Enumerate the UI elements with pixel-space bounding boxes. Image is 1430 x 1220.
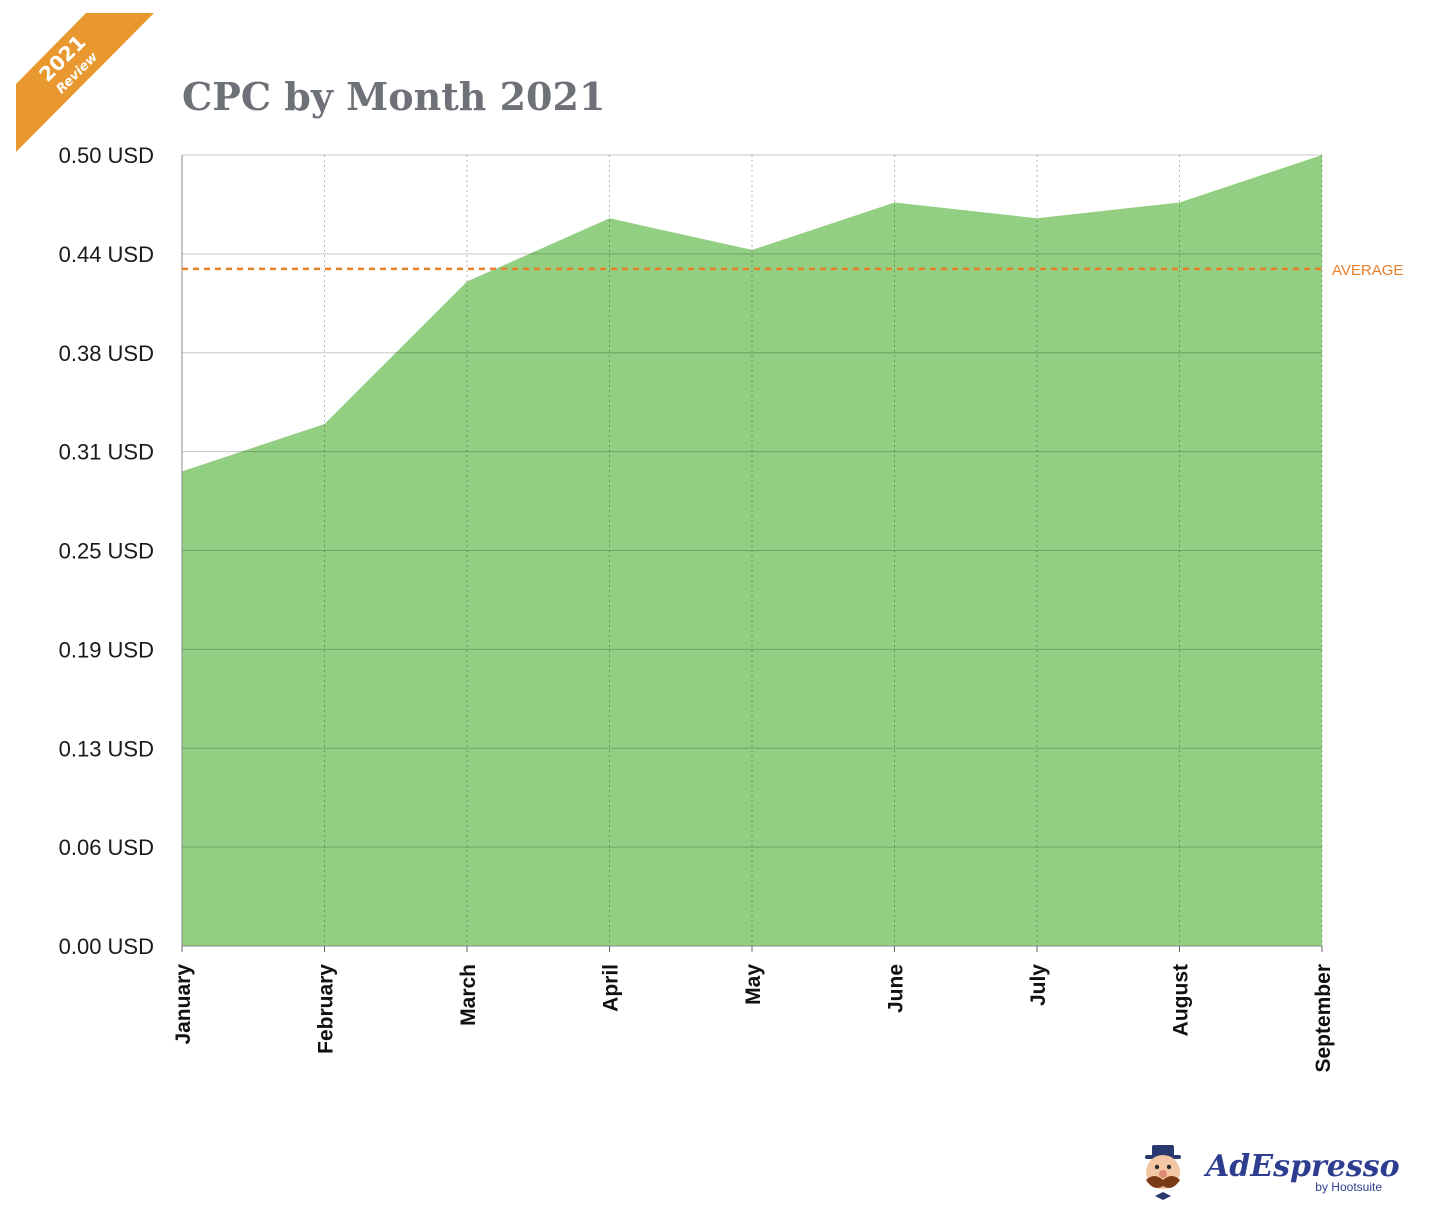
mascot-icon bbox=[1145, 1145, 1181, 1200]
x-tick-label-5: June bbox=[885, 964, 908, 1013]
x-tick-labels: January February March April May June July Augu… bbox=[172, 964, 1335, 1073]
cpc-area bbox=[182, 155, 1322, 946]
x-tick-label-2: March bbox=[457, 964, 480, 1026]
x-tick-label-0: January bbox=[172, 964, 195, 1045]
logo-wordmark: AdEspresso bbox=[1203, 1149, 1400, 1184]
x-tick-label-6: July bbox=[1027, 964, 1050, 1006]
y-tick-label-7: 0.44 USD bbox=[59, 242, 154, 267]
logo-byline: by Hootsuite bbox=[1315, 1180, 1382, 1194]
y-tick-label-6: 0.38 USD bbox=[59, 341, 154, 366]
x-tick-label-8: September bbox=[1312, 964, 1335, 1073]
ribbon-shape bbox=[16, 13, 154, 152]
y-tick-label-2: 0.13 USD bbox=[59, 736, 154, 761]
average-label: AVERAGE bbox=[1332, 262, 1403, 279]
x-tick-label-1: February bbox=[315, 964, 338, 1054]
area-layer bbox=[182, 155, 1322, 946]
y-tick-labels: 0.00 USD 0.06 USD 0.13 USD 0.19 USD 0.25 USD… bbox=[59, 143, 154, 959]
average-layer: AVERAGE bbox=[182, 262, 1403, 279]
y-tick-label-5: 0.31 USD bbox=[59, 440, 154, 465]
review-ribbon: 2021 Review bbox=[16, 13, 154, 152]
x-tick-label-4: May bbox=[742, 964, 765, 1005]
y-tick-label-0: 0.00 USD bbox=[59, 934, 154, 959]
grid-layer bbox=[182, 154, 1323, 947]
y-tick-label-3: 0.19 USD bbox=[59, 637, 154, 662]
adespresso-logo: AdEspresso by Hootsuite bbox=[1145, 1145, 1400, 1200]
y-tick-label-4: 0.25 USD bbox=[59, 539, 154, 564]
y-tick-label-1: 0.06 USD bbox=[59, 835, 154, 860]
chart-title: CPC by Month 2021 bbox=[182, 74, 605, 119]
x-tick-label-7: August bbox=[1170, 964, 1193, 1036]
y-tick-label-8: 0.50 USD bbox=[59, 143, 154, 168]
x-tick-label-3: April bbox=[600, 964, 623, 1012]
axis-layer bbox=[181, 155, 1323, 952]
